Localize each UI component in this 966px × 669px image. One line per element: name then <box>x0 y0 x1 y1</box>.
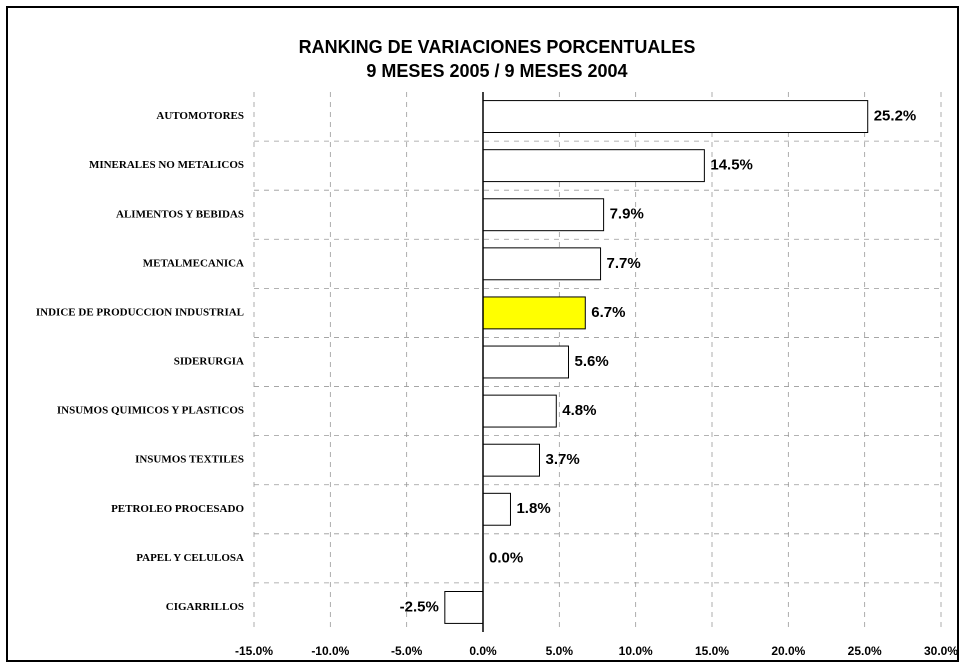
bar <box>482 394 557 428</box>
x-tick-label: 25.0% <box>848 644 882 658</box>
y-tick-label: CIGARRILLOS <box>166 601 244 613</box>
y-tick-label: METALMECANICA <box>143 257 244 269</box>
x-tick-label: 20.0% <box>771 644 805 658</box>
bar <box>482 492 511 526</box>
value-label: 0.0% <box>489 549 523 566</box>
y-tick-label: PETROLEO PROCESADO <box>111 503 244 515</box>
bar <box>482 443 540 477</box>
bar <box>482 247 602 281</box>
y-tick-label: AUTOMOTORES <box>156 110 244 122</box>
x-tick-label: -10.0% <box>311 644 349 658</box>
x-tick-label: 10.0% <box>619 644 653 658</box>
value-label: 25.2% <box>874 108 917 125</box>
chart-title: RANKING DE VARIACIONES PORCENTUALES <box>299 37 696 57</box>
x-tick-label: 5.0% <box>546 644 574 658</box>
y-tick-label: INSUMOS QUIMICOS Y PLASTICOS <box>57 405 244 417</box>
bar <box>444 591 484 624</box>
value-label: 7.9% <box>610 206 644 223</box>
value-label: 4.8% <box>562 402 596 419</box>
bar <box>482 100 869 134</box>
x-tick-label: -5.0% <box>391 644 423 658</box>
value-label: 3.7% <box>545 451 579 468</box>
y-tick-label: MINERALES NO METALICOS <box>89 159 244 171</box>
y-tick-label: PAPEL Y CELULOSA <box>136 552 244 564</box>
y-tick-label: ALIMENTOS Y BEBIDAS <box>116 208 244 220</box>
value-label: 14.5% <box>710 157 753 174</box>
value-label: 7.7% <box>607 255 641 272</box>
x-tick-label: 15.0% <box>695 644 729 658</box>
x-tick-label: 0.0% <box>469 644 497 658</box>
x-tick-label: 30.0% <box>924 644 958 658</box>
value-label: 1.8% <box>516 500 550 517</box>
y-tick-label: SIDERURGIA <box>174 356 244 368</box>
value-label: 6.7% <box>591 304 625 321</box>
bar <box>482 198 605 232</box>
y-tick-label: INDICE DE PRODUCCION INDUSTRIAL <box>36 306 244 318</box>
bar <box>482 149 705 183</box>
value-label: 5.6% <box>574 353 608 370</box>
bar <box>482 296 586 330</box>
y-tick-label: INSUMOS TEXTILES <box>135 454 244 466</box>
chart-subtitle: 9 MESES 2005 / 9 MESES 2004 <box>366 61 627 81</box>
x-tick-label: -15.0% <box>235 644 273 658</box>
value-label: -2.5% <box>400 598 439 615</box>
bar <box>482 345 569 379</box>
